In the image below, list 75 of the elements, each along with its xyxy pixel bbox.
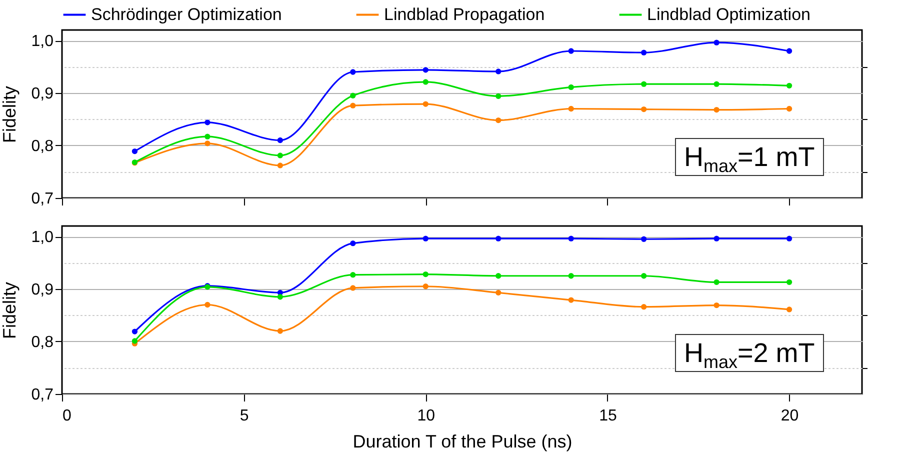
point xyxy=(277,162,284,168)
legend-label: Lindblad Propagation xyxy=(384,4,545,24)
annotation: H$_{max}$=2 mT xyxy=(675,334,824,372)
point xyxy=(132,148,138,154)
point xyxy=(568,273,574,279)
point xyxy=(277,328,284,334)
point xyxy=(640,106,647,112)
point xyxy=(568,84,574,90)
point xyxy=(568,236,574,242)
x-tick-label: 10 xyxy=(417,408,436,424)
point xyxy=(496,273,502,279)
y-axis-title: Fidelity xyxy=(0,86,20,144)
point xyxy=(568,297,574,303)
point xyxy=(640,81,647,87)
point xyxy=(350,272,356,278)
point xyxy=(350,102,356,108)
point xyxy=(714,302,720,308)
point xyxy=(714,81,720,87)
point xyxy=(204,134,210,140)
point xyxy=(422,101,428,107)
point xyxy=(496,117,502,124)
point xyxy=(496,236,502,242)
point xyxy=(422,284,428,290)
point xyxy=(350,69,356,75)
point xyxy=(350,285,356,291)
y-tick-label: 0,8 xyxy=(31,138,54,155)
legend-label: Lindblad Optimization xyxy=(647,4,810,24)
y-tick-label: 1,0 xyxy=(31,229,54,246)
y-tick-label: 0,9 xyxy=(31,282,54,298)
point xyxy=(786,106,792,112)
point xyxy=(786,48,792,54)
y-axis-title: Fidelity xyxy=(0,282,20,340)
point xyxy=(132,338,138,344)
point xyxy=(422,236,428,242)
point xyxy=(640,236,647,242)
y-tick-label: 1,0 xyxy=(31,33,54,50)
point xyxy=(714,40,720,46)
point xyxy=(640,273,647,279)
x-axis-title: Duration T of the Pulse (ns) xyxy=(352,432,572,452)
point xyxy=(640,50,647,56)
legend-label: Schrödinger Optimization xyxy=(91,4,282,24)
point xyxy=(496,93,502,99)
point xyxy=(204,302,210,308)
x-tick-label: 15 xyxy=(599,408,617,424)
point xyxy=(204,140,210,146)
point xyxy=(640,304,647,310)
point xyxy=(132,328,138,334)
point xyxy=(714,106,720,113)
y-tick-label: 0,8 xyxy=(31,334,54,351)
x-tick-label: 0 xyxy=(62,408,72,424)
point xyxy=(350,240,356,246)
point xyxy=(786,236,792,242)
x-tick-label: 20 xyxy=(780,408,799,424)
point xyxy=(277,137,284,144)
y-tick-label: 0,7 xyxy=(31,190,54,208)
y-tick-label: 0,9 xyxy=(31,86,54,102)
point xyxy=(496,290,502,296)
point xyxy=(277,152,284,158)
point xyxy=(277,294,284,300)
point xyxy=(204,120,210,126)
point xyxy=(422,79,428,85)
annotation: H$_{max}$=1 mT xyxy=(675,138,824,176)
point xyxy=(714,236,720,242)
point xyxy=(350,92,356,98)
point xyxy=(786,82,792,88)
point xyxy=(422,271,428,278)
point xyxy=(568,48,574,54)
point xyxy=(786,279,792,285)
point xyxy=(422,67,428,73)
y-tick-label: 0,7 xyxy=(31,386,54,404)
point xyxy=(714,279,720,285)
point xyxy=(786,306,792,312)
point xyxy=(496,68,502,74)
point xyxy=(568,106,574,112)
x-tick-label: 5 xyxy=(240,408,249,424)
